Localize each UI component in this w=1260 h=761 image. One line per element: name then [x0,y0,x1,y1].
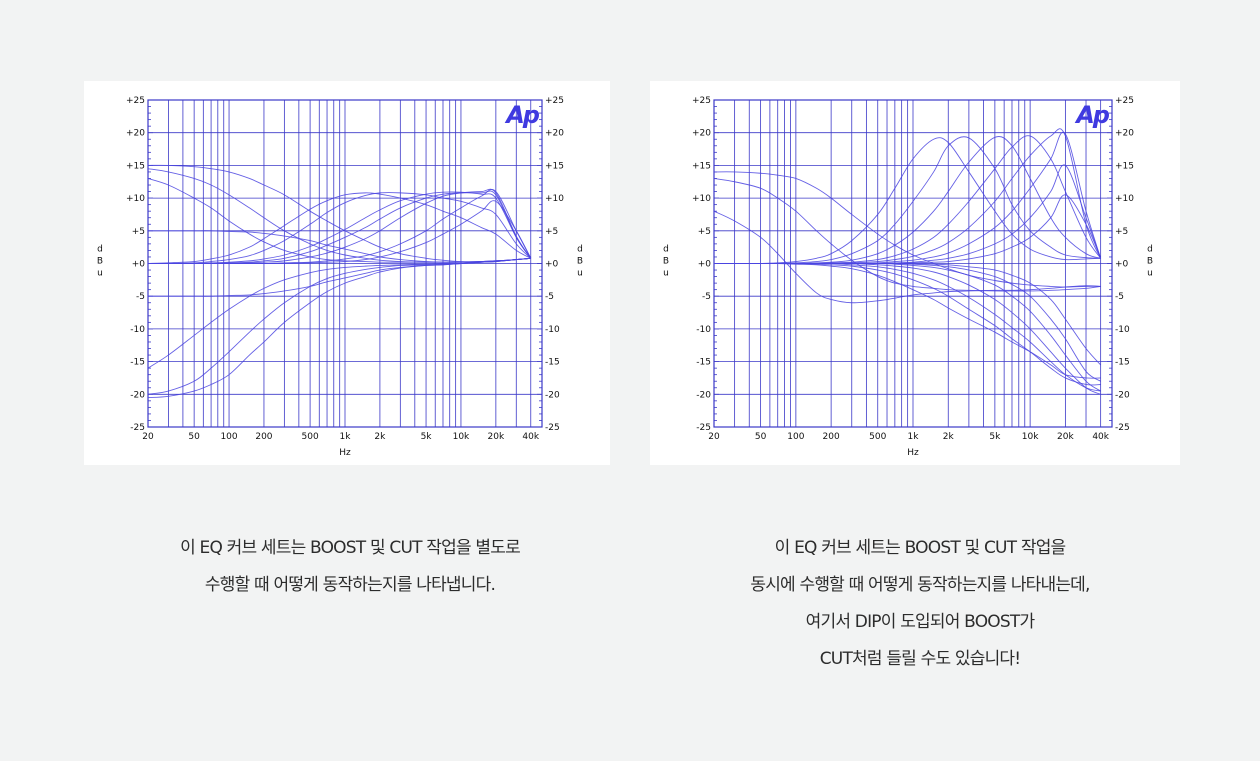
x-tick-label: 500 [302,432,319,442]
y-tick-label: -20 [545,390,560,400]
y-tick-label: -10 [1115,325,1130,335]
y-tick-label: -5 [136,292,145,302]
y-tick-label: -25 [545,423,560,433]
x-tick-label: 10k [453,432,470,442]
x-tick-label: 20k [488,432,505,442]
y-tick-label: +25 [126,96,145,106]
eq-chart-right: +25 +25 +20 +20 +15 +15 +10 +10 +5 +5 +0 +0 -5 -5 -10 -… [663,96,1153,458]
x-tick-label: 5k [421,432,433,442]
y-tick-label: -25 [130,423,145,433]
eq-chart-panel-left: +25 +25 +20 +20 +15 +15 +10 +10 +5 +5 +0 +0 -5 -5 -10 -… [84,81,610,465]
y-tick-label: -15 [545,358,560,368]
eq-curve [713,178,1101,292]
eq-curve [714,194,1102,264]
curves [147,164,532,399]
caption-line: 동시에 수행할 때 어떻게 동작하는지를 나타내는데, [750,575,1090,595]
caption-line: 수행할 때 어떻게 동작하는지를 나타냅니다. [204,575,496,595]
x-tick-label: 20k [1057,432,1074,442]
y-tick-label: +25 [545,96,564,106]
y-tick-label: +0 [132,260,146,270]
y-tick-label: +10 [126,194,145,204]
y-tick-label: +20 [126,129,145,139]
x-tick-label: 200 [255,432,272,442]
x-axis-label: Hz [907,448,919,458]
y-tick-label: -10 [130,325,145,335]
y-tick-label: -25 [696,423,711,433]
caption-line: 이 EQ 커브 세트는 BOOST 및 CUT 작업을 별도로 [180,538,521,558]
x-tick-label: 20 [142,432,154,442]
y-tick-label: +20 [692,129,711,139]
y-tick-label: -10 [545,325,560,335]
y-tick-label: -15 [130,358,145,368]
y-tick-label: -5 [545,292,554,302]
x-tick-label: 1k [340,432,352,442]
y-tick-label: +0 [698,260,712,270]
y-tick-label: +15 [126,161,145,171]
y-tick-label: +0 [545,260,559,270]
y-tick-label: +5 [132,227,145,237]
ap-logo: Ap [1074,101,1110,129]
y-tick-label: +15 [1115,161,1134,171]
caption-left: 이 EQ 커브 세트는 BOOST 및 CUT 작업을 별도로 수행할 때 어떻… [80,530,620,604]
caption-line: 여기서 DIP이 도입되어 BOOST가 [805,612,1035,632]
eq-curve [713,210,1101,304]
y-tick-label: +15 [692,161,711,171]
eq-curve [147,192,531,264]
curves [713,128,1102,395]
y-tick-label: -20 [1115,390,1130,400]
ap-logo: Ap [504,101,540,129]
y-tick-label: +15 [545,161,564,171]
y-tick-label: +20 [1115,129,1134,139]
y-tick-label: +25 [692,96,711,106]
x-tick-label: 200 [823,432,840,442]
x-tick-label: 100 [220,432,237,442]
x-tick-label: 500 [869,432,886,442]
y-tick-label: -5 [702,292,711,302]
x-tick-label: 40k [522,432,539,442]
eq-chart-left: +25 +25 +20 +20 +15 +15 +10 +10 +5 +5 +0 +0 -5 -5 -10 -… [97,96,583,458]
y-tick-label: -20 [130,390,145,400]
eq-curve [148,230,531,263]
eq-curve [148,191,532,264]
x-tick-label: 20 [708,432,720,442]
x-tick-label: 100 [787,432,804,442]
caption-line: 이 EQ 커브 세트는 BOOST 및 CUT 작업을 [774,538,1067,558]
y-tick-label: +10 [692,194,711,204]
x-tick-label: 50 [188,432,200,442]
y-tick-label: +20 [545,129,564,139]
x-tick-label: 50 [755,432,767,442]
x-tick-label: 5k [989,432,1001,442]
y-tick-label: -10 [696,325,711,335]
x-tick-label: 2k [943,432,955,442]
caption-right: 이 EQ 커브 세트는 BOOST 및 CUT 작업을 동시에 수행할 때 어떻… [640,530,1200,678]
eq-curve [147,257,531,369]
caption-line: CUT처럼 들릴 수도 있습니다! [819,649,1021,669]
x-tick-label: 40k [1092,432,1109,442]
x-tick-label: 2k [374,432,386,442]
y-tick-label: +0 [1115,260,1129,270]
x-axis-label: Hz [339,448,351,458]
y-tick-label: +5 [545,227,558,237]
y-tick-label: -5 [1115,292,1124,302]
y-tick-label: +5 [698,227,711,237]
y-tick-label: -20 [696,390,711,400]
eq-curve [713,171,1101,288]
y-tick-label: +5 [1115,227,1128,237]
y-tick-label: +25 [1115,96,1134,106]
y-tick-label: -15 [1115,358,1130,368]
x-tick-label: 1k [908,432,920,442]
x-tick-label: 10k [1022,432,1039,442]
y-tick-label: +10 [545,194,564,204]
eq-curve [148,200,532,264]
y-tick-label: +10 [1115,194,1134,204]
y-tick-label: -25 [1115,423,1130,433]
eq-curve [714,137,1101,264]
eq-chart-panel-right: +25 +25 +20 +20 +15 +15 +10 +10 +5 +5 +0 +0 -5 -5 -10 -… [650,81,1180,465]
y-tick-label: -15 [696,358,711,368]
eq-curve [147,192,532,264]
